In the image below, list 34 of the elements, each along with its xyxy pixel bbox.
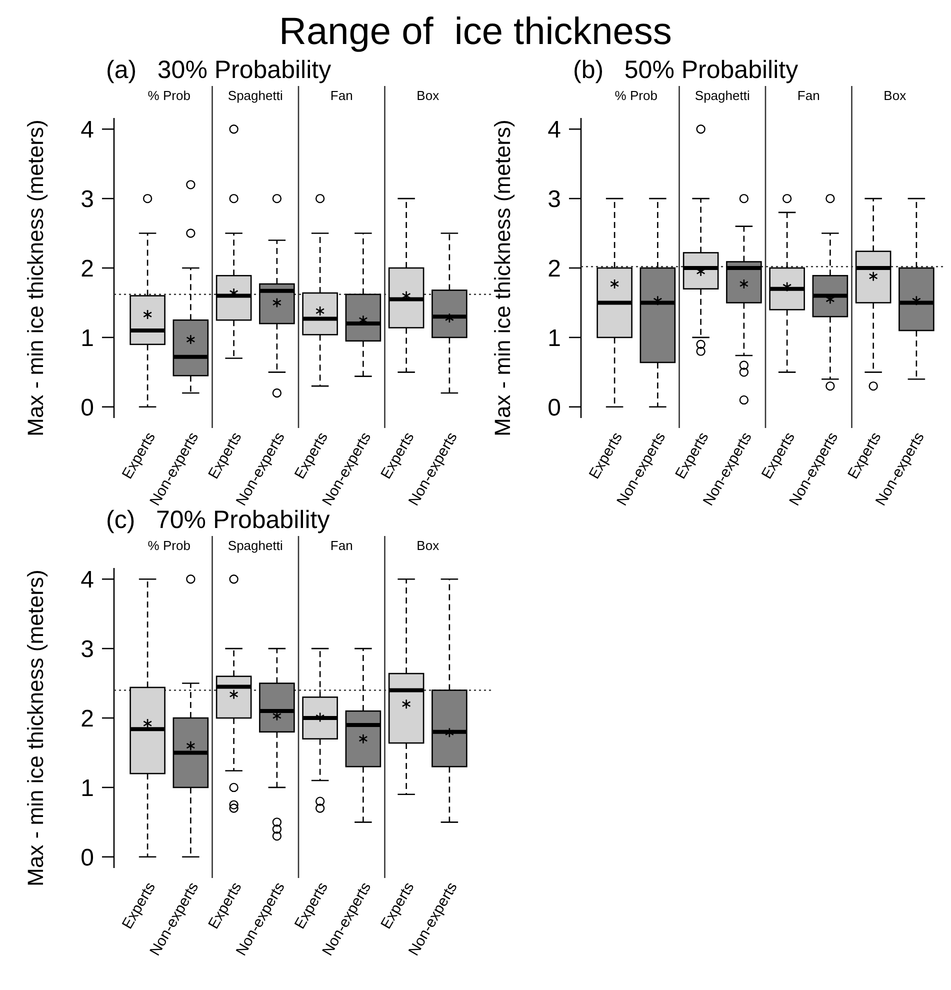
- text: % Prob: [614, 88, 658, 103]
- chart-subtitle: (a) 30% Probability: [106, 56, 332, 84]
- text: % Prob: [148, 538, 190, 553]
- y-tick-label: 0: [80, 844, 94, 872]
- text: Spaghetti: [694, 88, 750, 103]
- text: Spaghetti: [228, 538, 283, 553]
- y-tick-label: 0: [548, 394, 561, 422]
- y-tick-label: 3: [80, 186, 94, 213]
- y-tick-label: 2: [548, 255, 561, 282]
- y-tick-label: 4: [80, 116, 94, 144]
- chart-subtitle: (c) 70% Probability: [106, 506, 330, 534]
- y-tick-label: 3: [80, 636, 94, 663]
- y-tick-label: 2: [80, 255, 94, 282]
- y-axis-title: Max - min ice thickness (meters): [23, 570, 48, 886]
- text: Spaghetti: [228, 88, 283, 103]
- text: Box: [416, 88, 440, 103]
- y-axis-title: Max - min ice thickness (meters): [490, 120, 515, 436]
- y-tick-label: 4: [548, 116, 561, 144]
- y-tick-label: 1: [548, 324, 561, 352]
- y-tick-label: 2: [80, 705, 94, 732]
- text: Fan: [330, 88, 353, 103]
- text: Box: [416, 538, 440, 553]
- text: Box: [884, 88, 907, 103]
- y-axis-title: Max - min ice thickness (meters): [23, 120, 48, 436]
- text: Fan: [797, 88, 820, 103]
- y-tick-label: 4: [80, 566, 94, 594]
- y-tick-label: 3: [548, 186, 561, 213]
- y-tick-label: 1: [80, 774, 94, 802]
- text: % Prob: [148, 88, 190, 103]
- y-tick-label: 1: [80, 324, 94, 352]
- text: Fan: [330, 538, 353, 553]
- chart-subtitle: (b) 50% Probability: [573, 56, 799, 84]
- chart-title: Range of ice thickness: [279, 11, 672, 53]
- y-tick-label: 0: [80, 394, 94, 422]
